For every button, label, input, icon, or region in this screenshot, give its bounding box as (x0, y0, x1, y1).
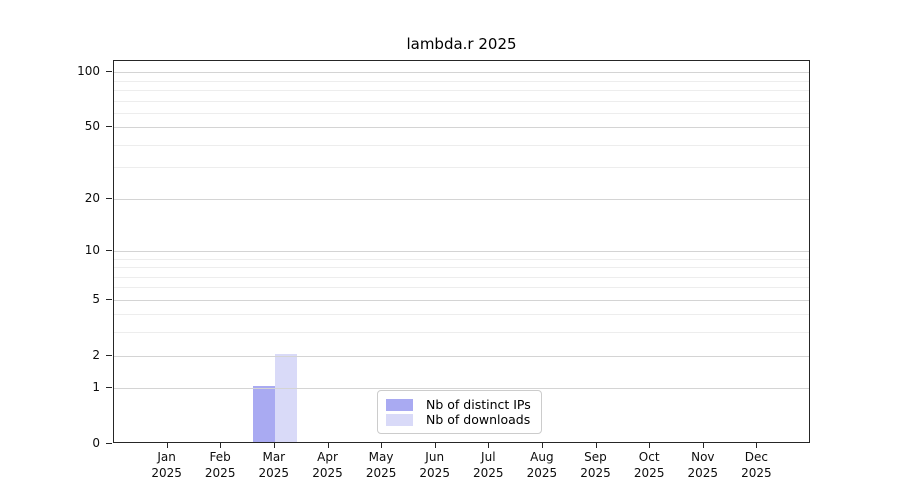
legend-items: Nb of distinct IPs Nb of downloads (386, 397, 531, 427)
x-tick (488, 443, 490, 448)
gridline-minor (114, 80, 809, 82)
x-tick-label-month: Nov (691, 450, 715, 464)
gridline-major (114, 198, 809, 200)
chart-title: lambda.r 2025 (406, 35, 517, 53)
y-tick (106, 126, 112, 128)
y-tick (106, 298, 112, 300)
y-tick-label: 20 (84, 190, 100, 205)
bar-nb-of-distinct-ips (252, 386, 275, 442)
x-tick-label-month: Oct (638, 450, 660, 464)
x-tick-label: Mar 2025 (259, 449, 290, 481)
y-tick (106, 249, 112, 251)
gridlines-layer (114, 61, 809, 442)
x-tick-label-year: 2025 (687, 466, 719, 480)
y-tick-label: 10 (84, 242, 100, 257)
y-tick (106, 197, 112, 199)
x-tick-label-month: Apr (317, 450, 338, 464)
y-tick (106, 443, 112, 444)
gridline-minor (114, 89, 809, 91)
x-tick-label: Aug 2025 (527, 449, 558, 481)
x-tick-label: Dec 2025 (741, 449, 772, 481)
x-tick (220, 443, 222, 448)
x-tick (649, 443, 651, 448)
gridline-minor (114, 112, 809, 114)
bars-layer (114, 61, 809, 442)
legend-swatch-nb-of-downloads (386, 413, 413, 426)
x-tick-label-year: 2025 (365, 466, 397, 480)
gridline-minor (114, 287, 809, 289)
x-tick-label: Nov 2025 (688, 449, 719, 481)
y-tick (106, 354, 112, 356)
plot-area (113, 60, 810, 443)
gridline-minor (114, 332, 809, 334)
x-tick-label-month: Aug (530, 450, 554, 464)
x-tick-label-year: 2025 (633, 466, 665, 480)
y-tick-label: 100 (77, 64, 100, 79)
x-tick (166, 443, 168, 448)
x-tick-label-year: 2025 (204, 466, 236, 480)
y-tick (106, 387, 112, 389)
x-tick (541, 443, 543, 448)
legend-swatch-nb-of-distinct-ips (386, 398, 413, 411)
gridline-major (114, 388, 809, 390)
x-tick (756, 443, 758, 448)
gridline-minor (114, 258, 809, 260)
x-tick-label-year: 2025 (741, 466, 772, 480)
x-tick-label: Jun 2025 (419, 449, 450, 481)
x-tick-label-year: 2025 (312, 466, 343, 480)
x-tick-label: Apr 2025 (312, 449, 343, 481)
legend-label: Nb of downloads (426, 412, 531, 427)
y-tick-label: 50 (84, 119, 100, 134)
x-tick (381, 443, 383, 448)
x-tick-label: May 2025 (366, 449, 397, 481)
gridline-minor (114, 100, 809, 102)
gridline-major (114, 250, 809, 252)
gridline-major (114, 72, 809, 74)
x-tick (434, 443, 436, 448)
gridline-minor (114, 267, 809, 268)
gridline-minor (114, 314, 809, 316)
legend-item: Nb of distinct IPs (386, 397, 531, 412)
legend-label: Nb of distinct IPs (426, 397, 531, 412)
x-tick-label-month: Mar (262, 450, 286, 464)
gridline-minor (114, 276, 809, 278)
x-tick-label-year: 2025 (151, 466, 182, 480)
x-tick-label: Feb 2025 (205, 449, 236, 481)
x-tick (327, 443, 329, 448)
x-tick-label-month: May (368, 450, 394, 464)
legend: Nb of distinct IPs Nb of downloads (377, 390, 542, 434)
bar-nb-of-downloads (274, 353, 297, 442)
x-tick-label: Oct 2025 (634, 449, 665, 481)
y-tick (106, 71, 112, 73)
gridline-major (114, 355, 809, 357)
x-tick-label-year: 2025 (580, 466, 611, 480)
x-tick-label-month: Jun (425, 450, 445, 464)
x-tick-label: Jul 2025 (473, 449, 504, 481)
x-tick-label-month: Sep (584, 450, 607, 464)
x-tick-label-month: Jan (157, 450, 176, 464)
legend-item: Nb of downloads (386, 412, 531, 427)
y-tick-label: 2 (92, 347, 100, 362)
gridline-major (114, 127, 809, 129)
y-tick-label: 1 (92, 380, 100, 395)
x-tick (273, 443, 275, 448)
x-tick-label-year: 2025 (258, 466, 290, 480)
x-tick (702, 443, 704, 448)
x-tick-label-year: 2025 (419, 466, 450, 480)
gridline-minor (114, 144, 809, 146)
gridline-major (114, 299, 809, 301)
x-tick-label-year: 2025 (473, 466, 504, 480)
x-tick-label: Sep 2025 (580, 449, 611, 481)
x-tick-label-month: Dec (744, 450, 769, 464)
x-tick-label-year: 2025 (526, 466, 558, 480)
x-tick-label-month: Jul (481, 450, 496, 464)
x-tick (595, 443, 597, 448)
y-tick-label: 5 (92, 291, 100, 306)
x-tick-label: Jan 2025 (151, 449, 182, 481)
y-tick-label: 0 (92, 436, 100, 450)
x-tick-label-month: Feb (209, 450, 231, 464)
gridline-minor (114, 167, 809, 169)
